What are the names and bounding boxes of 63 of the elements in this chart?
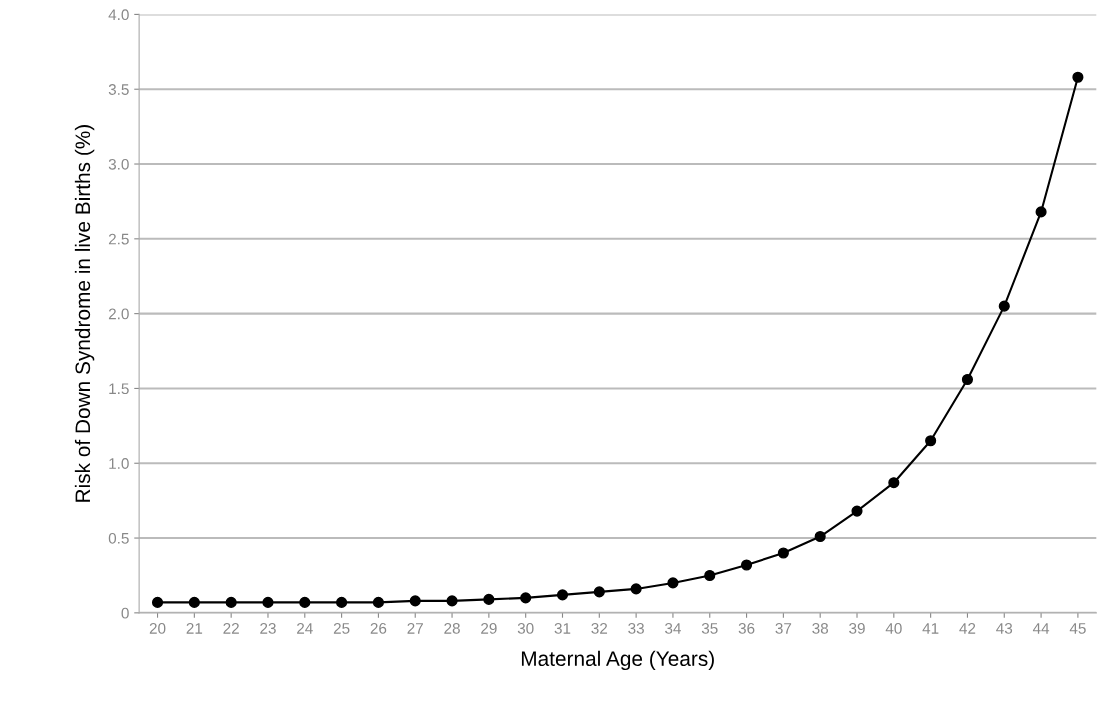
x-tick-label: 30 bbox=[517, 622, 534, 634]
x-tick-label: 34 bbox=[665, 622, 681, 634]
x-tick-label: 38 bbox=[812, 622, 829, 634]
y-axis-title: Risk of Down Syndrome in live Births (%) bbox=[74, 125, 95, 502]
y-tick-label: 4.0 bbox=[108, 9, 129, 21]
x-tick-label: 35 bbox=[701, 622, 718, 634]
point bbox=[998, 300, 1010, 312]
point bbox=[1035, 206, 1047, 218]
point bbox=[704, 569, 716, 582]
point bbox=[593, 586, 605, 598]
x-tick-label: 22 bbox=[223, 622, 239, 634]
point bbox=[888, 477, 900, 489]
x-tick-label: 25 bbox=[333, 622, 350, 634]
x-tick-label: 29 bbox=[481, 622, 497, 634]
point bbox=[446, 595, 458, 607]
y-tick-label: 3.0 bbox=[108, 158, 129, 170]
point bbox=[741, 559, 753, 571]
point bbox=[520, 592, 532, 604]
y-tick-label: 0.5 bbox=[108, 532, 129, 544]
x-tick-label: 23 bbox=[260, 622, 276, 634]
x-tick-label: 31 bbox=[554, 622, 571, 634]
point bbox=[483, 593, 495, 605]
x-axis-title: Maternal Age (Years) bbox=[521, 650, 714, 671]
point bbox=[814, 530, 826, 543]
point bbox=[556, 589, 569, 601]
y-tick-label: 2.5 bbox=[108, 233, 129, 245]
x-tick-label: 24 bbox=[297, 622, 313, 634]
point bbox=[336, 596, 348, 608]
x-tick-label: 41 bbox=[922, 623, 939, 634]
x-tick-label: 43 bbox=[996, 622, 1013, 634]
x-tick-label: 39 bbox=[849, 622, 865, 634]
x-tick-label: 26 bbox=[370, 622, 387, 634]
y-tick-label: 0 bbox=[121, 607, 129, 619]
point bbox=[225, 596, 237, 608]
point bbox=[299, 596, 311, 608]
point bbox=[409, 595, 421, 607]
point bbox=[1072, 71, 1084, 83]
x-tick-label: 40 bbox=[885, 622, 902, 634]
x-tick-label: 27 bbox=[407, 622, 423, 634]
point bbox=[151, 596, 164, 608]
x-tick-label: 21 bbox=[186, 622, 203, 634]
y-tick-label: 3.5 bbox=[108, 84, 129, 95]
y-tick-label: 1.5 bbox=[109, 383, 129, 395]
y-tick-label: 1.0 bbox=[109, 458, 129, 469]
point bbox=[851, 505, 863, 517]
x-tick-label: 28 bbox=[444, 622, 460, 634]
point bbox=[630, 583, 642, 595]
point bbox=[262, 596, 274, 608]
point bbox=[925, 435, 937, 447]
x-tick-label: 20 bbox=[149, 622, 166, 634]
x-tick-label: 42 bbox=[959, 622, 976, 634]
point bbox=[961, 373, 974, 386]
point bbox=[667, 577, 679, 589]
x-tick-label: 33 bbox=[628, 622, 644, 634]
x-tick-label: 37 bbox=[775, 622, 792, 634]
x-tick-label: 45 bbox=[1069, 623, 1086, 634]
point bbox=[777, 547, 789, 559]
point bbox=[372, 596, 384, 608]
y-tick-label: 2.0 bbox=[108, 308, 129, 320]
point bbox=[188, 596, 200, 608]
x-tick-label: 32 bbox=[591, 622, 608, 634]
x-tick-label: 44 bbox=[1032, 623, 1050, 634]
x-tick-label: 36 bbox=[738, 622, 755, 634]
